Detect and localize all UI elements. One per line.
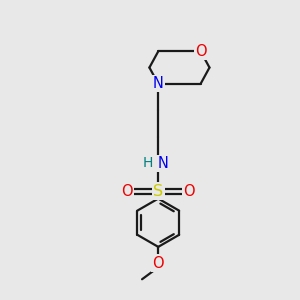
Text: N: N xyxy=(153,76,164,91)
Text: O: O xyxy=(152,256,164,271)
Text: O: O xyxy=(195,44,206,59)
Text: H: H xyxy=(143,156,153,170)
Text: S: S xyxy=(153,184,163,199)
Text: N: N xyxy=(157,156,168,171)
Text: O: O xyxy=(183,184,195,199)
Text: O: O xyxy=(122,184,133,199)
